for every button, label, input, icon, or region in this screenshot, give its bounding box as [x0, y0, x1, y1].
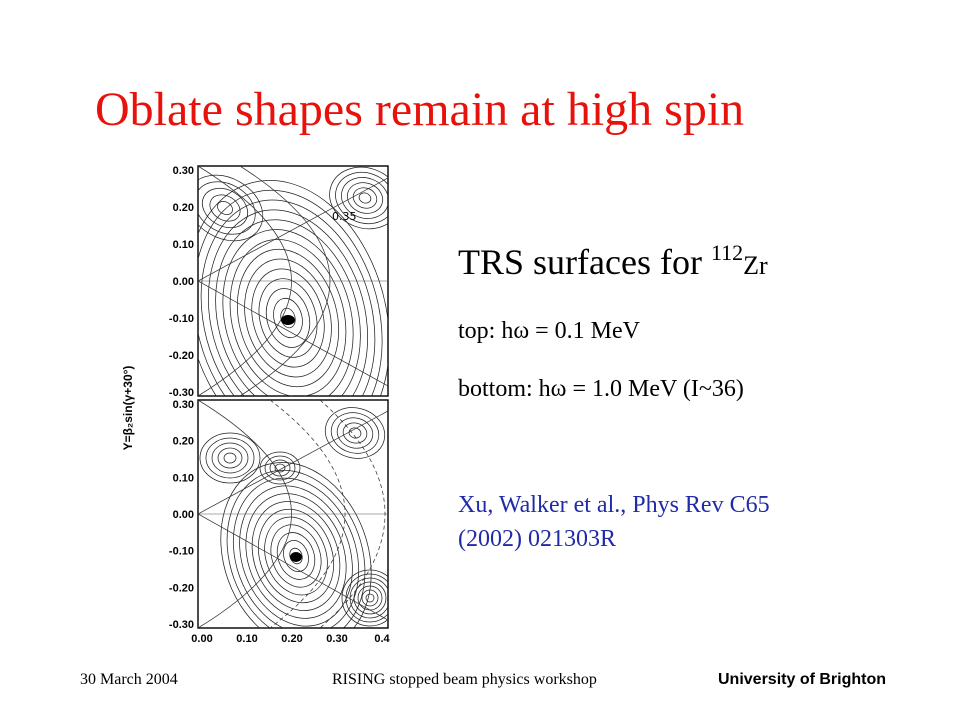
y-top-tick-label: 0.30 — [173, 165, 194, 177]
contour-line — [229, 239, 347, 396]
contour-line — [358, 192, 372, 204]
contour-line — [211, 442, 249, 474]
contour-line — [222, 229, 354, 396]
contour-line — [201, 187, 249, 229]
y-bottom-tick-label: 0.00 — [173, 509, 194, 521]
top-panel-description: top: hω = 0.1 MeV — [458, 318, 640, 344]
contour-line — [220, 462, 372, 628]
contour-line — [236, 248, 340, 388]
contour-line — [342, 422, 368, 444]
contour-line — [269, 459, 291, 477]
contour-line — [265, 288, 311, 348]
contour-line — [345, 573, 388, 623]
contour-line — [341, 177, 388, 219]
y-top-tick-label: 0.00 — [173, 276, 194, 288]
y-bottom-tick-label: 0.20 — [173, 436, 194, 448]
y-top-tick-label: 0.10 — [173, 239, 194, 251]
contour-line — [274, 463, 286, 473]
contour-line — [198, 174, 264, 242]
footer-institution: University of Brighton — [718, 671, 887, 688]
y-bottom-tick-label: -0.20 — [169, 582, 194, 594]
contour-line — [198, 180, 388, 396]
footer-date: 30 March 2004 — [80, 671, 178, 688]
reference-line-1: Xu, Walker et al., Phys Rev C65 — [458, 492, 770, 518]
contour-line — [346, 182, 384, 214]
x-tick-label: 0.10 — [236, 633, 257, 645]
trs-heading: TRS surfaces for 112Zr — [458, 240, 768, 283]
x-tick-label: 0.00 — [191, 633, 212, 645]
contour-line — [324, 407, 386, 459]
contour-line — [259, 451, 301, 485]
y-top-tick-label: -0.10 — [169, 313, 194, 325]
contour-line — [205, 437, 255, 479]
slide-title: Oblate shapes remain at high spin — [95, 83, 745, 136]
contour-line — [251, 268, 325, 368]
contour-label: 0.35 — [332, 210, 357, 223]
footer-event: RISING stopped beam physics workshop — [332, 671, 597, 688]
contour-line — [335, 171, 388, 225]
y-axis-label: Y=β₂sin(γ+30°) — [121, 366, 135, 451]
contour-line — [283, 540, 309, 572]
contour-line — [251, 501, 341, 611]
bottom-minimum-marker — [290, 552, 302, 562]
bottom-contour-group — [199, 407, 388, 628]
contour-line — [198, 189, 383, 396]
contour-line — [209, 194, 241, 222]
top-minimum-marker — [281, 315, 295, 325]
contour-line — [258, 508, 334, 604]
y-bottom-tick-label: 0.30 — [173, 399, 194, 411]
contour-line — [336, 417, 374, 449]
contour-line — [258, 278, 318, 358]
contour-line — [329, 166, 388, 230]
contour-line — [200, 199, 376, 396]
contour-line — [264, 516, 328, 596]
y-top-tick-label: -0.20 — [169, 350, 194, 362]
y-bottom-tick-label: -0.10 — [169, 546, 194, 558]
contour-line — [223, 452, 237, 464]
contour-line — [226, 469, 366, 628]
contour-line — [276, 532, 316, 580]
y-top-tick-label: -0.30 — [169, 387, 194, 399]
contour-line — [244, 258, 332, 378]
x-tick-label: 0.4 — [374, 633, 390, 645]
bottom-panel-description: bottom: hω = 1.0 MeV (I~36) — [458, 376, 744, 402]
contour-line — [361, 589, 379, 607]
contour-line — [341, 569, 388, 627]
reference-line-2: (2002) 021303R — [458, 526, 616, 552]
contour-line — [330, 412, 380, 454]
contour-line — [199, 432, 261, 484]
top-panel: 0.35 0.30 0.20 0.10 0.00 -0.10 -0.20 -0.30 — [169, 165, 389, 399]
contour-line — [217, 447, 243, 469]
contour-line — [245, 493, 347, 619]
contour-line — [217, 201, 233, 215]
contour-line — [353, 581, 387, 615]
y-top-tick-label: 0.20 — [173, 202, 194, 214]
contour-line — [264, 455, 296, 481]
trs-heading-text: TRS surfaces for — [458, 242, 711, 282]
contour-line — [239, 485, 353, 627]
x-tick-label: 0.20 — [281, 633, 302, 645]
contour-line — [273, 297, 303, 339]
y-bottom-tick-label: -0.30 — [169, 619, 194, 631]
contour-line — [207, 209, 369, 396]
contour-line — [365, 593, 375, 603]
x-tick-label: 0.30 — [326, 633, 347, 645]
bottom-panel: 0.30 0.20 0.10 0.00 -0.10 -0.20 -0.30 — [169, 399, 389, 631]
y-bottom-tick-label: 0.10 — [173, 472, 194, 484]
element-symbol: Zr — [743, 251, 768, 280]
trs-surfaces-plot: Y=β₂sin(γ+30°) 0.35 0.30 0.20 0.10 0.00 -0.1… — [121, 165, 391, 645]
trs-figure: Y=β₂sin(γ+30°) 0.35 0.30 0.20 0.10 0.00 -0.1… — [120, 158, 425, 648]
mass-number: 112 — [710, 240, 744, 265]
contour-line — [198, 181, 256, 235]
contour-line — [349, 577, 388, 619]
